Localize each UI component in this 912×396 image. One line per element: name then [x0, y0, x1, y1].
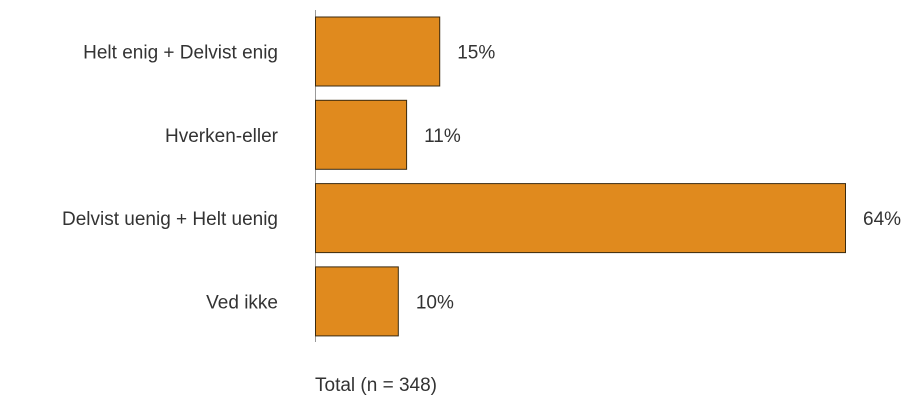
- value-labels: 15% 11% 64% 10%: [416, 43, 901, 314]
- value-label-1: 11%: [424, 126, 461, 147]
- category-label-0: Helt enig + Delvist enig: [83, 43, 278, 64]
- bars-group: [315, 16, 846, 337]
- category-label-1: Hverken-eller: [165, 126, 279, 147]
- category-labels: Helt enig + Delvist enig Hverken-eller Del…: [62, 43, 279, 314]
- category-label-2: Delvist uenig + Helt uenig: [62, 209, 278, 230]
- bar-3: [315, 266, 399, 337]
- bar-1: [315, 99, 408, 170]
- value-label-3: 10%: [416, 292, 454, 313]
- category-label-3: Ved ikke: [206, 292, 278, 313]
- sample-size-label: Total (n = 348): [315, 375, 437, 396]
- value-label-2: 64%: [863, 209, 901, 230]
- value-label-0: 15%: [457, 43, 495, 64]
- bar-2: [315, 183, 846, 254]
- bar-0: [315, 16, 441, 87]
